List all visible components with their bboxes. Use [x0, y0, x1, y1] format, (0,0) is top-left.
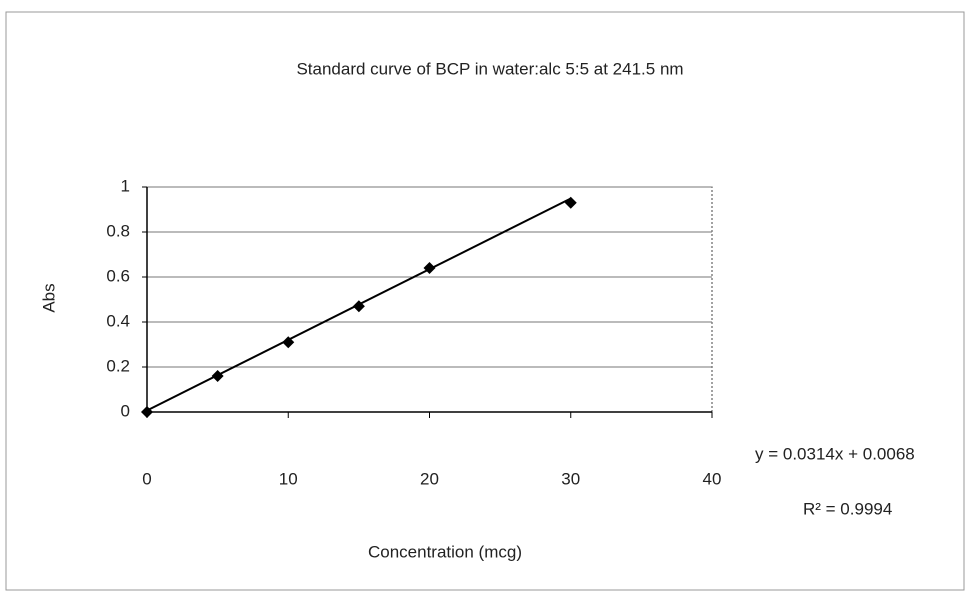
data-point [211, 370, 224, 382]
data-point [423, 262, 436, 274]
y-tick-label: 0.4 [106, 311, 130, 330]
y-tick-label: 0 [121, 401, 130, 420]
y-tick-label: 0.2 [106, 356, 130, 375]
y-tick-label: 1 [121, 176, 130, 195]
x-tick-label: 10 [279, 469, 298, 488]
chart-frame [5, 11, 965, 591]
chart-title: Standard curve of BCP in water:alc 5:5 a… [296, 59, 683, 78]
x-axis-label: Concentration (mcg) [368, 542, 522, 561]
y-axis-label: Abs [39, 283, 58, 312]
x-tick-label: 40 [703, 469, 722, 488]
y-tick-label: 0.8 [106, 221, 130, 240]
x-tick-label: 20 [420, 469, 439, 488]
data-point [282, 336, 295, 349]
equation: y = 0.0314x + 0.0068 [755, 444, 915, 463]
r-squared: R² = 0.9994 [803, 499, 892, 518]
data-point [564, 196, 577, 209]
data-point [141, 406, 153, 418]
y-tick-label: 0.6 [106, 266, 130, 285]
data-point [352, 300, 365, 313]
x-tick-label: 0 [142, 469, 151, 488]
x-tick-label: 30 [561, 469, 580, 488]
